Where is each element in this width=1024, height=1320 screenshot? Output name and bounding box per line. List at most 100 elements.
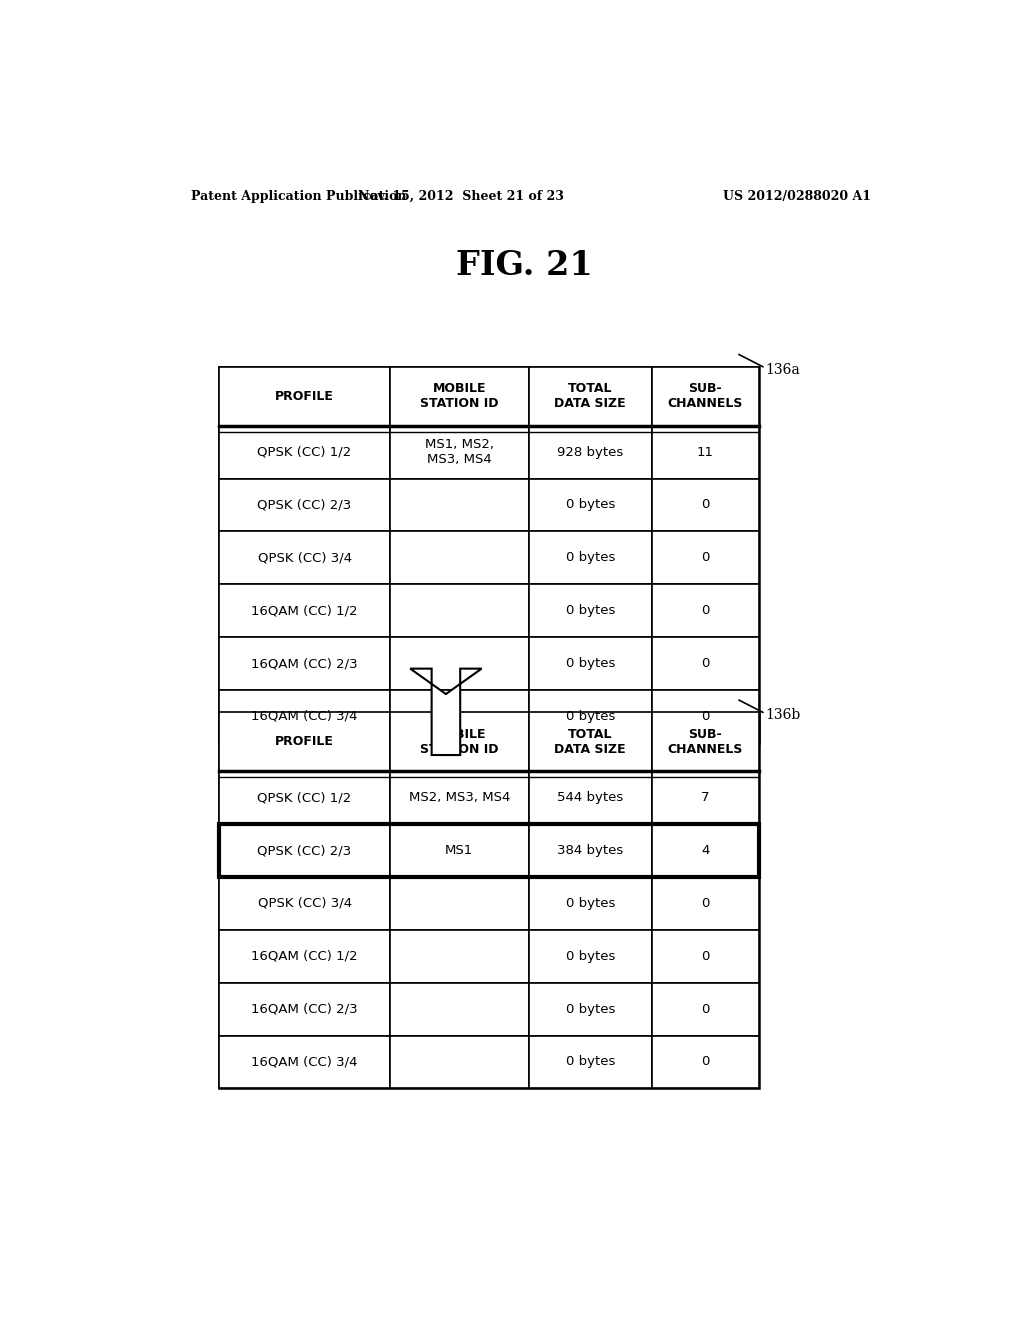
Text: 0 bytes: 0 bytes (565, 950, 615, 962)
Text: MOBILE
STATION ID: MOBILE STATION ID (420, 727, 499, 756)
Bar (528, 638, 652, 690)
Bar (652, 585, 759, 638)
Bar (219, 426, 390, 479)
Text: QPSK (CC) 3/4: QPSK (CC) 3/4 (257, 896, 351, 909)
Text: 136b: 136b (765, 709, 801, 722)
Bar (652, 367, 759, 426)
Bar (652, 479, 759, 532)
Bar (652, 771, 759, 824)
Bar (528, 771, 652, 824)
Bar (390, 771, 528, 824)
Text: 0 bytes: 0 bytes (565, 710, 615, 723)
Bar (219, 771, 390, 824)
Text: 16QAM (CC) 3/4: 16QAM (CC) 3/4 (251, 1056, 357, 1068)
Bar (390, 1036, 528, 1089)
Text: 544 bytes: 544 bytes (557, 791, 624, 804)
Bar (528, 1036, 652, 1089)
Text: TOTAL
DATA SIZE: TOTAL DATA SIZE (554, 727, 626, 756)
Bar (652, 638, 759, 690)
Text: US 2012/0288020 A1: US 2012/0288020 A1 (723, 190, 871, 202)
Bar (219, 479, 390, 532)
Text: TOTAL
DATA SIZE: TOTAL DATA SIZE (554, 383, 626, 411)
Text: 11: 11 (697, 446, 714, 458)
Bar (652, 876, 759, 929)
Bar (528, 479, 652, 532)
Bar (390, 479, 528, 532)
Text: 136a: 136a (765, 363, 800, 376)
Text: 0: 0 (701, 657, 710, 671)
Bar (219, 585, 390, 638)
Bar (528, 532, 652, 585)
Text: Patent Application Publication: Patent Application Publication (191, 190, 407, 202)
Bar (219, 638, 390, 690)
Text: PROFILE: PROFILE (275, 735, 334, 748)
Bar (219, 929, 390, 982)
Bar (390, 585, 528, 638)
Text: 16QAM (CC) 3/4: 16QAM (CC) 3/4 (251, 710, 357, 723)
Text: 16QAM (CC) 1/2: 16QAM (CC) 1/2 (251, 605, 358, 618)
Bar (390, 982, 528, 1036)
Text: 0: 0 (701, 552, 710, 565)
Text: 16QAM (CC) 1/2: 16QAM (CC) 1/2 (251, 950, 358, 962)
Text: 16QAM (CC) 2/3: 16QAM (CC) 2/3 (251, 1003, 358, 1015)
Bar (219, 532, 390, 585)
Bar (528, 929, 652, 982)
Text: 0: 0 (701, 1003, 710, 1015)
Text: Nov. 15, 2012  Sheet 21 of 23: Nov. 15, 2012 Sheet 21 of 23 (358, 190, 564, 202)
Bar (390, 876, 528, 929)
Text: PROFILE: PROFILE (275, 389, 334, 403)
Bar (652, 426, 759, 479)
Bar (652, 532, 759, 585)
Text: 0 bytes: 0 bytes (565, 1056, 615, 1068)
Bar (390, 929, 528, 982)
Text: 0 bytes: 0 bytes (565, 499, 615, 511)
Bar (390, 713, 528, 771)
Bar (219, 713, 390, 771)
Bar (528, 824, 652, 876)
Bar (652, 690, 759, 743)
Text: 0 bytes: 0 bytes (565, 605, 615, 618)
Text: 0: 0 (701, 1056, 710, 1068)
Text: 4: 4 (701, 843, 710, 857)
Text: 928 bytes: 928 bytes (557, 446, 624, 458)
Text: 16QAM (CC) 2/3: 16QAM (CC) 2/3 (251, 657, 358, 671)
Bar (219, 690, 390, 743)
Text: MOBILE
STATION ID: MOBILE STATION ID (420, 383, 499, 411)
Bar (219, 367, 390, 426)
Text: SUB-
CHANNELS: SUB- CHANNELS (668, 727, 743, 756)
Text: 0: 0 (701, 605, 710, 618)
Bar (390, 532, 528, 585)
Text: 0: 0 (701, 896, 710, 909)
Text: QPSK (CC) 1/2: QPSK (CC) 1/2 (257, 791, 351, 804)
Text: MS1: MS1 (445, 843, 473, 857)
Bar (390, 690, 528, 743)
Bar (528, 713, 652, 771)
Text: 0: 0 (701, 499, 710, 511)
Bar (528, 982, 652, 1036)
Bar (219, 824, 759, 876)
Bar (652, 982, 759, 1036)
Text: 0 bytes: 0 bytes (565, 1003, 615, 1015)
Text: MS1, MS2,
MS3, MS4: MS1, MS2, MS3, MS4 (425, 438, 494, 466)
Bar (528, 876, 652, 929)
Text: QPSK (CC) 2/3: QPSK (CC) 2/3 (257, 843, 351, 857)
Text: QPSK (CC) 3/4: QPSK (CC) 3/4 (257, 552, 351, 565)
Bar (652, 713, 759, 771)
Text: 0 bytes: 0 bytes (565, 657, 615, 671)
Text: 0 bytes: 0 bytes (565, 896, 615, 909)
Bar (528, 426, 652, 479)
Bar (528, 367, 652, 426)
Bar (528, 585, 652, 638)
Bar (219, 824, 390, 876)
Bar (390, 638, 528, 690)
Bar (528, 690, 652, 743)
Bar (390, 824, 528, 876)
Text: MS2, MS3, MS4: MS2, MS3, MS4 (409, 791, 510, 804)
Bar (390, 426, 528, 479)
Bar (219, 367, 759, 743)
Bar (219, 876, 390, 929)
Text: FIG. 21: FIG. 21 (457, 248, 593, 281)
Bar (219, 1036, 390, 1089)
Text: 7: 7 (701, 791, 710, 804)
Polygon shape (411, 669, 481, 755)
